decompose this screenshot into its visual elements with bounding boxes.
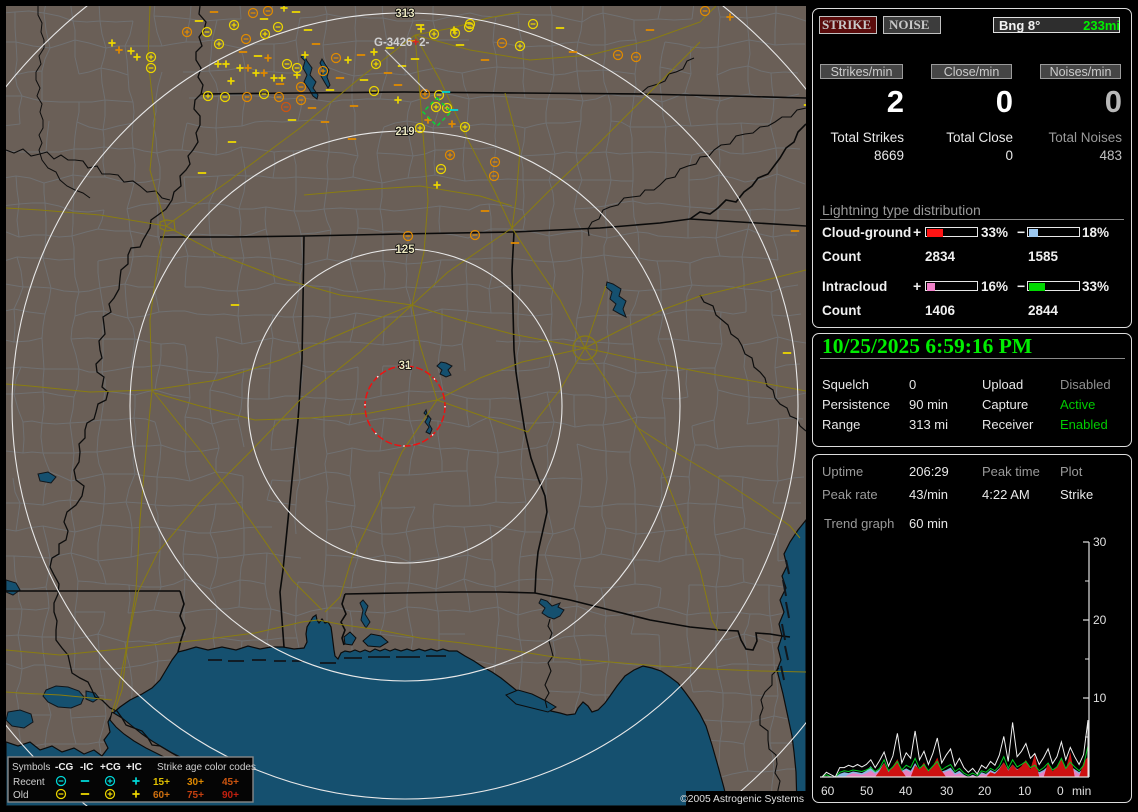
- svg-text:30: 30: [1093, 535, 1107, 549]
- svg-text:+IC: +IC: [126, 762, 142, 773]
- svg-text:50: 50: [860, 784, 874, 798]
- svg-text:313: 313: [395, 8, 414, 20]
- svg-text:60+: 60+: [153, 790, 170, 801]
- svg-text:Strike age color codes: Strike age color codes: [157, 762, 256, 773]
- svg-text:-CG: -CG: [55, 762, 74, 773]
- svg-text:+CG: +CG: [100, 762, 121, 773]
- svg-text:125: 125: [395, 244, 415, 256]
- svg-text:Old: Old: [13, 790, 29, 801]
- svg-text:20: 20: [1093, 613, 1107, 627]
- svg-text:40: 40: [899, 784, 913, 798]
- svg-text:60: 60: [821, 784, 835, 798]
- svg-text:90+: 90+: [222, 790, 239, 801]
- svg-text:10: 10: [1018, 784, 1032, 798]
- svg-text:Symbols: Symbols: [12, 762, 50, 773]
- svg-text:-IC: -IC: [80, 762, 93, 773]
- svg-text:10: 10: [1093, 691, 1107, 705]
- svg-text:15+: 15+: [153, 777, 170, 788]
- svg-text:20: 20: [978, 784, 992, 798]
- svg-text:min: min: [1072, 784, 1091, 798]
- svg-text:219: 219: [395, 126, 414, 138]
- svg-text:45+: 45+: [222, 777, 239, 788]
- svg-text:75+: 75+: [187, 790, 204, 801]
- svg-text:30: 30: [940, 784, 954, 798]
- svg-text:31: 31: [399, 360, 412, 372]
- svg-text:30+: 30+: [187, 777, 204, 788]
- svg-text:G-3426+2-: G-3426+2-: [374, 37, 429, 49]
- svg-text:©2005 Astrogenic Systems: ©2005 Astrogenic Systems: [680, 794, 804, 805]
- svg-text:0: 0: [1057, 784, 1064, 798]
- svg-text:Recent: Recent: [13, 777, 45, 788]
